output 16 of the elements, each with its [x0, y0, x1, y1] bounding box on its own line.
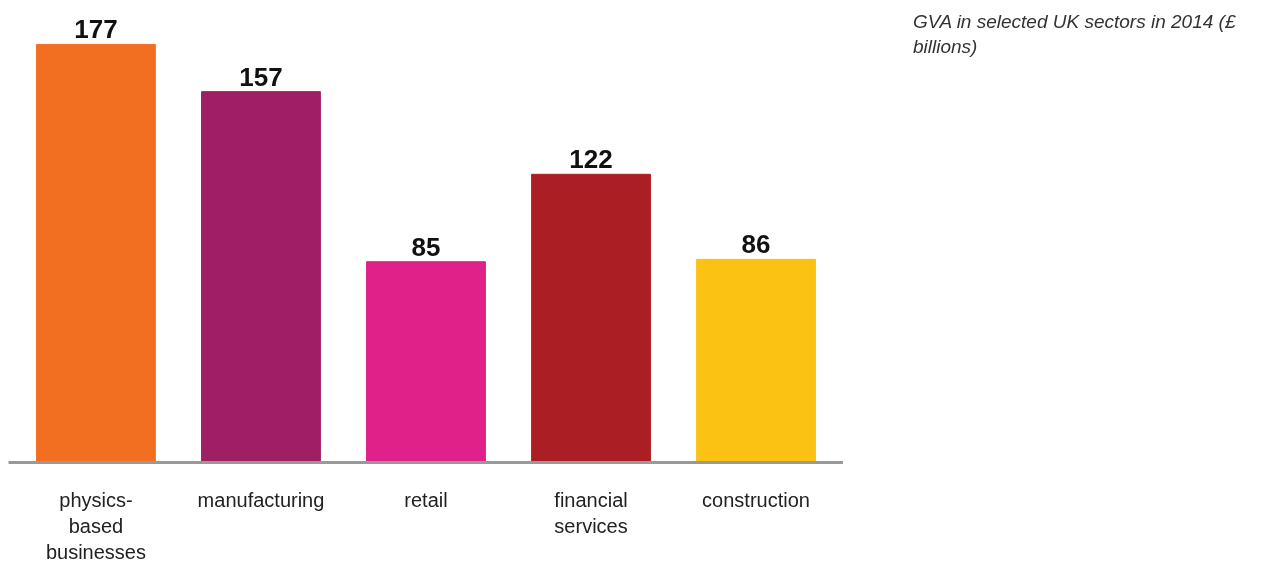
x-tick-label: retail [404, 488, 448, 511]
data-label: 86 [741, 229, 771, 260]
bar [201, 91, 321, 463]
data-label: 177 [74, 14, 118, 45]
text: GVA in selected UK sectors in 2014 (£ billions) [913, 10, 1237, 59]
x-tick-label: construction [702, 488, 810, 511]
x-tick-label: financial services [554, 488, 628, 537]
bar [36, 43, 156, 463]
x-tick-label: manufacturing [197, 488, 325, 511]
bar [696, 258, 816, 463]
data-label: 122 [569, 144, 613, 175]
bar [366, 261, 486, 463]
x-tick-label: physics-based businesses [45, 488, 146, 564]
data-label: 157 [239, 61, 283, 92]
bar [531, 173, 651, 463]
data-label: 85 [411, 231, 441, 262]
